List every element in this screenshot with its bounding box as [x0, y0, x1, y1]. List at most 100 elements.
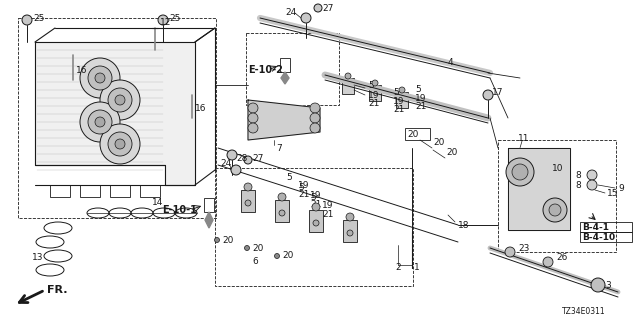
- Text: 5: 5: [393, 87, 399, 97]
- Text: 19: 19: [368, 91, 380, 100]
- Text: 20: 20: [222, 236, 234, 244]
- Circle shape: [505, 247, 515, 257]
- Text: 15: 15: [607, 188, 618, 197]
- Circle shape: [248, 103, 258, 113]
- Polygon shape: [205, 212, 213, 228]
- Circle shape: [100, 80, 140, 120]
- Circle shape: [88, 110, 112, 134]
- Circle shape: [543, 257, 553, 267]
- Text: 20: 20: [282, 252, 293, 260]
- Polygon shape: [35, 42, 195, 185]
- Text: 5: 5: [368, 81, 374, 90]
- Circle shape: [314, 4, 322, 12]
- Circle shape: [587, 180, 597, 190]
- Circle shape: [549, 204, 561, 216]
- Circle shape: [88, 66, 112, 90]
- Text: 28: 28: [236, 154, 248, 163]
- Text: 19: 19: [393, 97, 404, 106]
- Text: 10: 10: [552, 164, 563, 172]
- Text: 8: 8: [575, 171, 580, 180]
- Bar: [241, 190, 255, 212]
- Circle shape: [279, 210, 285, 216]
- Circle shape: [506, 158, 534, 186]
- Text: 20: 20: [252, 244, 264, 252]
- Text: 5: 5: [286, 172, 292, 181]
- Text: 8: 8: [575, 180, 580, 189]
- Circle shape: [115, 139, 125, 149]
- Text: 5: 5: [415, 84, 420, 93]
- Text: 7: 7: [276, 143, 282, 153]
- Text: 26: 26: [556, 253, 568, 262]
- Text: 24: 24: [285, 7, 296, 17]
- Circle shape: [231, 165, 241, 175]
- Text: 17: 17: [492, 87, 504, 97]
- Circle shape: [108, 88, 132, 112]
- Text: E-10-2: E-10-2: [248, 65, 283, 75]
- Text: 19: 19: [298, 180, 310, 189]
- Text: 14: 14: [152, 197, 163, 206]
- Text: 21: 21: [322, 210, 333, 219]
- Bar: [342, 78, 354, 94]
- Text: 20: 20: [407, 130, 419, 139]
- Polygon shape: [248, 100, 320, 140]
- Text: 16: 16: [76, 66, 88, 75]
- Text: 2: 2: [395, 263, 401, 273]
- Text: FR.: FR.: [47, 285, 67, 295]
- Circle shape: [244, 156, 252, 164]
- Text: 13: 13: [32, 253, 44, 262]
- Circle shape: [512, 164, 528, 180]
- Circle shape: [80, 58, 120, 98]
- Circle shape: [313, 220, 319, 226]
- Text: B-4-10: B-4-10: [582, 233, 615, 242]
- Text: 27: 27: [322, 4, 333, 12]
- Text: 12: 12: [160, 18, 172, 27]
- Circle shape: [95, 73, 105, 83]
- Bar: [110, 185, 130, 197]
- Bar: [343, 220, 357, 242]
- Circle shape: [278, 193, 286, 201]
- Bar: [215, 168, 413, 286]
- Circle shape: [372, 80, 378, 86]
- Text: 19: 19: [310, 190, 321, 199]
- Circle shape: [301, 13, 311, 23]
- Circle shape: [22, 15, 32, 25]
- Circle shape: [275, 253, 280, 259]
- Text: 21: 21: [393, 105, 404, 114]
- Text: 25: 25: [169, 13, 180, 22]
- Circle shape: [244, 183, 252, 191]
- Circle shape: [95, 117, 105, 127]
- Polygon shape: [281, 72, 289, 84]
- Bar: [50, 185, 70, 197]
- Bar: [498, 140, 616, 252]
- Circle shape: [115, 95, 125, 105]
- Text: E-10-1: E-10-1: [162, 205, 197, 215]
- Circle shape: [244, 245, 250, 251]
- Text: 20: 20: [446, 148, 458, 156]
- Bar: [405, 128, 430, 140]
- Circle shape: [100, 124, 140, 164]
- Bar: [580, 222, 632, 232]
- Text: 27: 27: [252, 154, 264, 163]
- Circle shape: [158, 15, 168, 25]
- Text: 20: 20: [433, 138, 444, 147]
- Bar: [369, 85, 381, 101]
- Text: B-4-1: B-4-1: [582, 222, 609, 231]
- Circle shape: [227, 150, 237, 160]
- Circle shape: [345, 73, 351, 79]
- Circle shape: [310, 103, 320, 113]
- Circle shape: [80, 102, 120, 142]
- Circle shape: [248, 113, 258, 123]
- Circle shape: [310, 123, 320, 133]
- Text: 3: 3: [605, 281, 611, 290]
- Text: 5: 5: [310, 193, 316, 202]
- Text: 21: 21: [368, 99, 380, 108]
- Text: 11: 11: [518, 133, 529, 142]
- Text: 24: 24: [220, 158, 231, 167]
- Text: 1: 1: [414, 263, 420, 273]
- Circle shape: [587, 170, 597, 180]
- Text: 16: 16: [195, 103, 207, 113]
- Circle shape: [399, 87, 405, 93]
- Circle shape: [543, 198, 567, 222]
- Text: 25: 25: [33, 13, 44, 22]
- Text: 21: 21: [310, 199, 321, 209]
